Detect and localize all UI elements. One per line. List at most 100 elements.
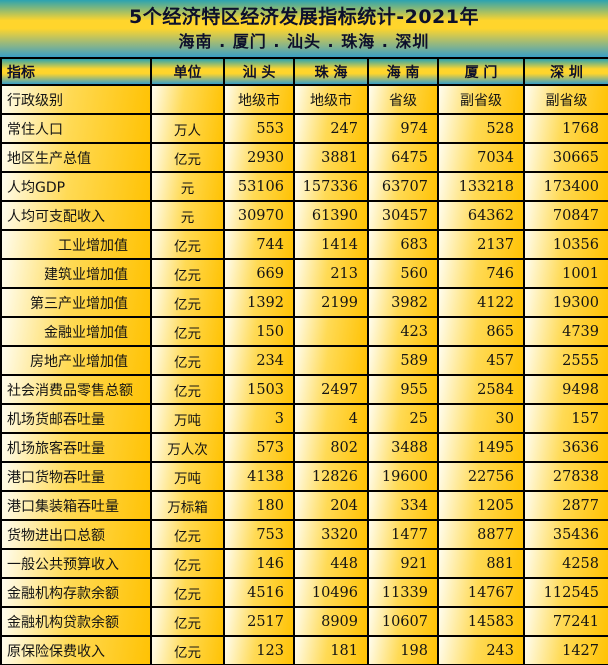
value-cell: 61390 (293, 200, 369, 231)
table-body: 行政级别 地级市 地级市 省级 副省级 副省级 常住人口 万人 553 247 974 528 1768… (0, 84, 608, 665)
value-cell: 423 (367, 316, 439, 347)
page-subtitle: 海南 . 厦门 . 汕头 . 珠海 . 深圳 (178, 31, 430, 51)
table-row: 建筑业增加值 亿元 669 213 560 746 1001 (0, 258, 608, 289)
value-cell: 2497 (293, 374, 369, 405)
value-cell: 243 (437, 635, 525, 665)
table-row: 人均GDP 元 53106 157336 63707 133218 173400 (0, 171, 608, 202)
col-header-indicator: 指标 (0, 57, 152, 86)
value-cell: 3881 (293, 142, 369, 173)
indicator-cell: 货物进出口总额 (0, 519, 152, 550)
unit-cell: 万人 (150, 113, 225, 144)
indicator-cell: 人均GDP (0, 171, 152, 202)
unit-cell: 亿元 (150, 519, 225, 550)
value-cell: 6475 (367, 142, 439, 173)
value-cell: 955 (367, 374, 439, 405)
col-header-xiamen: 厦 门 (437, 57, 525, 86)
value-cell: 19600 (367, 461, 439, 492)
indicator-cell: 机场货邮吞吐量 (0, 403, 152, 434)
indicator-cell: 港口集装箱吞吐量 (0, 490, 152, 521)
table-row: 机场货邮吞吐量 万吨 3 4 25 30 157 (0, 403, 608, 434)
indicator-cell: 房地产业增加值 (0, 345, 152, 376)
value-cell: 地级市 (223, 84, 295, 115)
value-cell: 528 (437, 113, 525, 144)
unit-cell: 元 (150, 171, 225, 202)
value-cell: 123 (223, 635, 295, 665)
unit-cell: 元 (150, 200, 225, 231)
value-cell: 213 (293, 258, 369, 289)
title-band: 5个经济特区经济发展指标统计-2021年 海南 . 厦门 . 汕头 . 珠海 .… (0, 0, 608, 57)
value-cell: 1503 (223, 374, 295, 405)
value-cell: 12826 (293, 461, 369, 492)
value-cell: 副省级 (437, 84, 525, 115)
value-cell (293, 345, 369, 376)
unit-cell: 万吨 (150, 461, 225, 492)
value-cell: 2877 (523, 490, 608, 521)
indicator-cell: 建筑业增加值 (0, 258, 152, 289)
value-cell: 9498 (523, 374, 608, 405)
value-cell: 112545 (523, 577, 608, 608)
value-cell: 198 (367, 635, 439, 665)
value-cell: 27838 (523, 461, 608, 492)
value-cell: 173400 (523, 171, 608, 202)
unit-cell: 万人次 (150, 432, 225, 463)
value-cell: 14767 (437, 577, 525, 608)
col-header-zhuhai: 珠 海 (293, 57, 369, 86)
value-cell: 180 (223, 490, 295, 521)
value-cell: 2584 (437, 374, 525, 405)
value-cell: 10496 (293, 577, 369, 608)
value-cell: 53106 (223, 171, 295, 202)
value-cell: 4258 (523, 548, 608, 579)
value-cell: 30665 (523, 142, 608, 173)
table-row: 人均可支配收入元 30970 61390 30457 64362 70847 (0, 200, 608, 231)
table-row: 常住人口 万人 553 247 974 528 1768 (0, 113, 608, 144)
table-row: 工业增加值 亿元 744 1414 683 2137 10356 (0, 229, 608, 260)
header-row: 指标 单位 汕 头 珠 海 海 南 厦 门 深 圳 (0, 57, 608, 86)
unit-cell: 亿元 (150, 316, 225, 347)
value-cell: 865 (437, 316, 525, 347)
value-cell: 3636 (523, 432, 608, 463)
indicator-cell: 行政级别 (0, 84, 152, 115)
value-cell: 副省级 (523, 84, 608, 115)
value-cell: 19300 (523, 287, 608, 318)
stats-table: 指标 单位 汕 头 珠 海 海 南 厦 门 深 圳 行政级别 地级市 地级市 省级 副省… (0, 57, 608, 665)
value-cell: 63707 (367, 171, 439, 202)
value-cell: 204 (293, 490, 369, 521)
value-cell: 4138 (223, 461, 295, 492)
value-cell: 1495 (437, 432, 525, 463)
table-row: 原保险保费收入 亿元 123 181 198 243 1427 (0, 635, 608, 665)
value-cell: 560 (367, 258, 439, 289)
table-row: 金融机构存款余额 亿元 4516 10496 11339 14767 112545 (0, 577, 608, 608)
value-cell: 683 (367, 229, 439, 260)
value-cell: 7034 (437, 142, 525, 173)
table-row: 金融机构贷款余额 亿元 2517 8909 10607 14583 77241 (0, 606, 608, 637)
unit-cell: 亿元 (150, 345, 225, 376)
value-cell: 70847 (523, 200, 608, 231)
unit-cell: 亿元 (150, 258, 225, 289)
table-row: 行政级别 地级市 地级市 省级 副省级 副省级 (0, 84, 608, 115)
value-cell: 3320 (293, 519, 369, 550)
value-cell: 4516 (223, 577, 295, 608)
unit-cell: 亿元 (150, 577, 225, 608)
indicator-cell: 常住人口 (0, 113, 152, 144)
value-cell: 77241 (523, 606, 608, 637)
indicator-cell: 地区生产总值 (0, 142, 152, 173)
value-cell: 746 (437, 258, 525, 289)
value-cell: 30970 (223, 200, 295, 231)
table-row: 房地产业增加值 亿元 234 589 457 2555 (0, 345, 608, 376)
value-cell: 3982 (367, 287, 439, 318)
table-row: 一般公共预算收入 亿元 146 448 921 881 4258 (0, 548, 608, 579)
value-cell: 1001 (523, 258, 608, 289)
table-row: 机场旅客吞吐量 万人次 573 802 3488 1495 3636 (0, 432, 608, 463)
value-cell: 1768 (523, 113, 608, 144)
value-cell: 4739 (523, 316, 608, 347)
value-cell: 30457 (367, 200, 439, 231)
col-header-hainan: 海 南 (367, 57, 439, 86)
indicator-cell: 机场旅客吞吐量 (0, 432, 152, 463)
value-cell: 10607 (367, 606, 439, 637)
value-cell: 133218 (437, 171, 525, 202)
indicator-cell: 港口货物吞吐量 (0, 461, 152, 492)
col-header-shenzhen: 深 圳 (523, 57, 608, 86)
value-cell: 省级 (367, 84, 439, 115)
value-cell: 881 (437, 548, 525, 579)
